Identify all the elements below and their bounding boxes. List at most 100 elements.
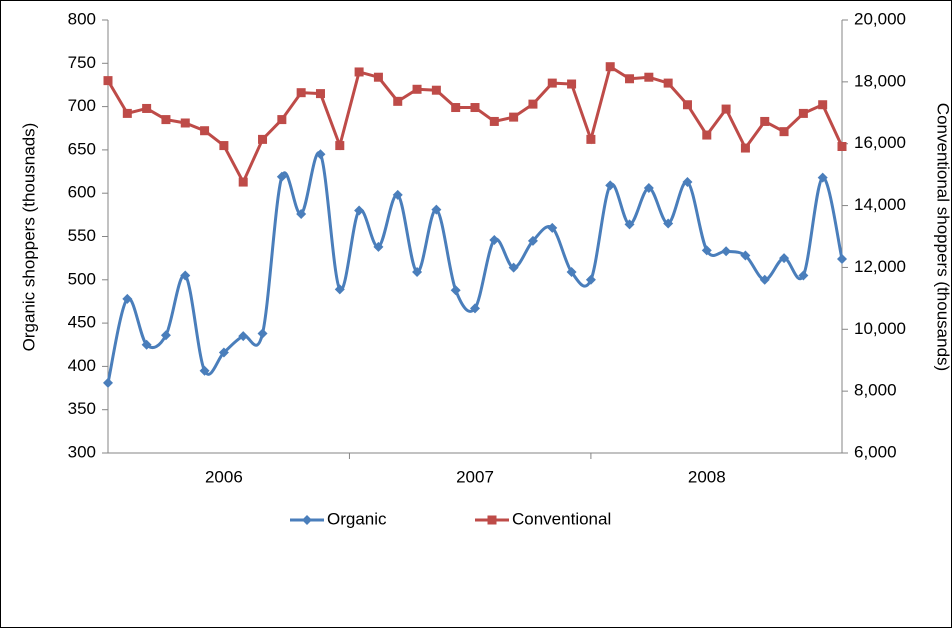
legend-label: Conventional	[512, 509, 611, 528]
x-tick-label: 2007	[456, 467, 494, 486]
y-tick-label: 700	[68, 96, 96, 115]
point	[335, 141, 345, 151]
point	[487, 515, 497, 525]
point	[161, 115, 171, 125]
x-tick-label: 2006	[205, 467, 243, 486]
y2-tick-label: 20,000	[854, 9, 906, 28]
point	[625, 74, 635, 84]
point	[798, 108, 808, 118]
point	[702, 130, 712, 140]
point	[624, 219, 635, 230]
point	[412, 84, 422, 94]
point	[315, 149, 326, 160]
point	[354, 67, 364, 77]
point	[605, 180, 616, 191]
y2-tick-label: 18,000	[854, 71, 906, 90]
y2-tick-label: 16,000	[854, 133, 906, 152]
point	[276, 171, 287, 182]
point	[740, 250, 751, 261]
y-tick-label: 550	[68, 226, 96, 245]
x-tick-label: 2008	[688, 467, 726, 486]
point	[527, 235, 538, 246]
point	[302, 515, 312, 525]
legend-label: Organic	[327, 509, 387, 528]
point	[721, 104, 731, 114]
point	[682, 100, 692, 110]
y2-axis-title: Conventional shoppers (thousands)	[934, 103, 952, 371]
point	[489, 116, 499, 126]
point	[392, 189, 403, 200]
point	[817, 172, 828, 183]
point	[837, 141, 847, 151]
y2-tick-label: 12,000	[854, 257, 906, 276]
point	[760, 116, 770, 126]
point	[450, 285, 461, 296]
point	[837, 254, 847, 265]
point	[219, 141, 229, 151]
y-tick-label: 400	[68, 356, 96, 375]
point	[218, 347, 229, 358]
point	[509, 112, 519, 122]
point	[258, 134, 268, 144]
point	[431, 85, 441, 95]
point	[238, 177, 248, 187]
point	[721, 246, 732, 257]
point	[122, 293, 133, 304]
point	[644, 72, 654, 82]
point	[238, 331, 249, 342]
point	[798, 270, 809, 281]
point	[818, 100, 828, 110]
point	[779, 127, 789, 137]
point	[547, 78, 557, 88]
point	[277, 115, 287, 125]
point	[180, 118, 190, 128]
point	[354, 205, 365, 216]
y-tick-label: 500	[68, 269, 96, 288]
point	[470, 103, 480, 113]
y-tick-label: 750	[68, 53, 96, 72]
point	[122, 108, 132, 118]
point	[373, 72, 383, 82]
y-tick-label: 450	[68, 313, 96, 332]
point	[740, 143, 750, 153]
point	[508, 262, 519, 273]
point	[412, 267, 423, 278]
y-tick-label: 800	[68, 9, 96, 28]
point	[334, 284, 345, 295]
y2-tick-label: 8,000	[854, 381, 897, 400]
point	[470, 303, 480, 314]
point	[566, 267, 577, 278]
point	[489, 234, 500, 245]
y2-tick-label: 6,000	[854, 442, 897, 461]
y2-tick-label: 10,000	[854, 319, 906, 338]
point	[142, 103, 152, 113]
point	[567, 79, 577, 89]
point	[643, 183, 654, 194]
point	[759, 274, 770, 285]
point	[586, 134, 596, 144]
point	[199, 365, 210, 376]
point	[141, 339, 152, 350]
y-tick-label: 350	[68, 399, 96, 418]
y2-tick-label: 14,000	[854, 195, 906, 214]
point	[779, 253, 790, 264]
point	[701, 245, 712, 256]
point	[451, 103, 461, 113]
point	[585, 274, 596, 285]
point	[528, 99, 538, 109]
point	[180, 270, 191, 281]
y-tick-label: 650	[68, 139, 96, 158]
point	[663, 78, 673, 88]
point	[547, 222, 558, 233]
point	[315, 89, 325, 99]
point	[431, 204, 442, 215]
point	[393, 96, 403, 106]
y-tick-label: 300	[68, 442, 96, 461]
point	[160, 330, 171, 341]
point	[200, 126, 210, 136]
point	[605, 62, 615, 72]
point	[296, 88, 306, 98]
y-tick-label: 600	[68, 183, 96, 202]
point	[257, 328, 268, 339]
